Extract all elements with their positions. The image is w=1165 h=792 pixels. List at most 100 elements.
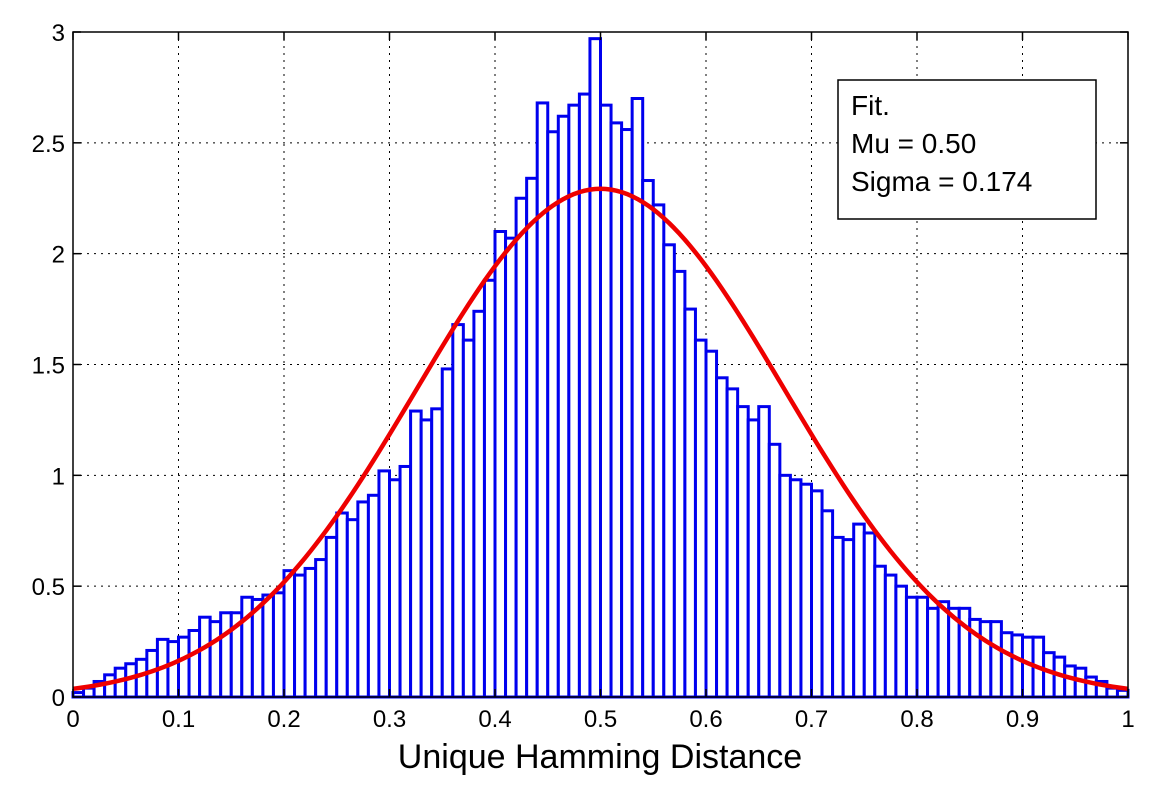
legend-line-1: Fit. — [851, 90, 890, 121]
histogram-bar — [314, 558, 328, 699]
histogram-bar — [493, 230, 508, 699]
legend-line-3: Sigma = 0.174 — [851, 166, 1032, 197]
histogram-bar — [293, 573, 307, 699]
histogram-bar — [198, 615, 212, 699]
y-tick-label: 1 — [52, 463, 65, 490]
histogram-bar — [999, 631, 1014, 699]
x-tick-label: 0.3 — [373, 706, 406, 733]
histogram-bar — [366, 493, 381, 699]
histogram-bar — [904, 595, 919, 699]
histogram-bar — [1010, 633, 1025, 699]
histogram-bar — [82, 686, 96, 699]
y-tick-label: 1.5 — [32, 353, 65, 380]
histogram-bar — [1115, 688, 1130, 699]
y-tick-label: 0.5 — [32, 574, 65, 601]
histogram-bar — [599, 103, 613, 699]
normal-fit-curve — [72, 186, 1129, 692]
histogram-bar — [377, 469, 392, 699]
histogram-bar — [430, 407, 444, 699]
histogram-bar — [841, 538, 856, 699]
histogram-bar — [1063, 664, 1077, 699]
x-tick-label: 0.2 — [267, 706, 300, 733]
histogram-bar — [345, 518, 360, 699]
histogram-bar — [303, 566, 318, 699]
histogram-bar — [451, 323, 465, 699]
histogram-bar — [208, 620, 223, 699]
x-tick-label: 0.1 — [162, 706, 195, 733]
histogram-bar — [577, 92, 592, 699]
histogram-bar — [187, 629, 202, 699]
histogram-bar — [820, 509, 835, 699]
histogram-bar — [641, 179, 655, 699]
histogram-bar — [862, 531, 877, 699]
histogram-bar — [746, 418, 761, 699]
x-tick-label: 0.8 — [900, 706, 933, 733]
histogram-bar — [873, 564, 887, 699]
y-tick-label: 3 — [52, 20, 65, 47]
histogram-bar — [810, 489, 824, 699]
histogram-bar — [134, 657, 149, 699]
histogram-bar — [757, 405, 771, 699]
y-tick-label: 2.5 — [32, 131, 65, 158]
x-tick-label: 0.9 — [1006, 706, 1039, 733]
y-tick-label: 2 — [52, 242, 65, 269]
histogram-bar — [588, 37, 603, 699]
y-axis-ticks: 0 0.5 1 1.5 2 2.5 3 — [32, 20, 1128, 712]
histogram-bar — [419, 418, 434, 699]
histogram-bar — [514, 196, 529, 699]
histogram-bar — [546, 130, 560, 699]
x-tick-label: 0.4 — [478, 706, 511, 733]
x-tick-label: 1 — [1121, 706, 1134, 733]
x-axis-ticks: 0 0.1 0.2 0.3 0.4 0.5 0.6 0.7 0.8 0.9 1 — [66, 32, 1135, 733]
histogram-bar — [324, 535, 339, 699]
y-tick-label: 0 — [52, 685, 65, 712]
histogram-bar — [271, 591, 286, 699]
histogram-bar — [398, 464, 413, 699]
histogram-bar — [915, 595, 930, 699]
x-tick-label: 0.5 — [584, 706, 617, 733]
histogram-bar — [482, 278, 497, 699]
histogram-bar — [461, 338, 476, 699]
legend: Fit. Mu = 0.50 Sigma = 0.174 — [837, 79, 1097, 220]
histogram-bar — [788, 478, 803, 699]
x-axis-label: Unique Hamming Distance — [398, 738, 802, 776]
x-tick-label: 0 — [66, 706, 79, 733]
histogram-bar — [831, 535, 845, 699]
histogram-bar — [883, 573, 898, 699]
histogram-bar — [535, 101, 550, 699]
histogram-bar — [978, 620, 993, 699]
histogram-bar — [926, 606, 940, 699]
histogram-bar — [261, 593, 275, 699]
histogram-bar — [504, 236, 518, 699]
histogram-bar — [651, 203, 666, 699]
histogram-bar — [989, 620, 1003, 699]
histogram-bar — [704, 349, 719, 699]
histogram-bar — [472, 309, 486, 699]
x-tick-label: 0.6 — [689, 706, 722, 733]
histogram-bar — [166, 640, 180, 699]
legend-box — [837, 79, 1097, 220]
histogram-bar — [715, 376, 729, 699]
histogram-bar — [662, 243, 676, 699]
histogram-bar — [1105, 686, 1119, 699]
x-tick-label: 0.7 — [795, 706, 828, 733]
histogram-bar — [282, 569, 297, 699]
histogram-bar — [609, 121, 624, 699]
histogram-bar — [388, 478, 402, 699]
histogram-bar — [219, 611, 233, 699]
histogram-bar — [852, 522, 866, 699]
histogram-bar — [693, 338, 708, 699]
legend-line-2: Mu = 0.50 — [851, 128, 976, 159]
histogram-bar — [936, 600, 951, 699]
histogram-bar — [725, 387, 740, 699]
histogram-bar — [672, 269, 687, 699]
histogram-bar — [894, 584, 908, 699]
histogram-bar — [799, 482, 814, 699]
histogram-bar — [335, 511, 349, 699]
histogram-bar — [778, 473, 792, 699]
histogram-bar — [736, 405, 750, 699]
histogram-bar — [525, 176, 539, 699]
histogram-bar — [683, 307, 697, 699]
histogram-bar — [440, 367, 455, 699]
